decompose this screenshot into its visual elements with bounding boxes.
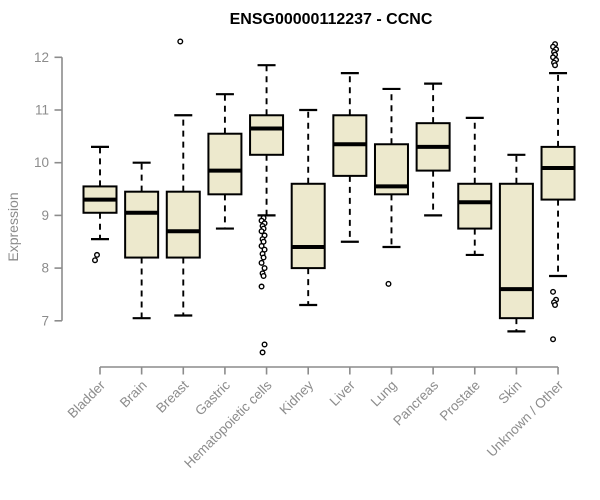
outlier-point xyxy=(550,288,557,295)
outlier-point xyxy=(91,257,98,264)
outlier-point xyxy=(260,273,267,280)
outlier-point xyxy=(552,62,559,69)
x-tick-label: Bladder xyxy=(65,377,109,421)
y-axis-label: Expression xyxy=(5,192,21,261)
x-tick-label: Breast xyxy=(153,377,191,415)
x-tick-label: Pancreas xyxy=(390,377,441,428)
outlier-point xyxy=(259,349,266,356)
y-tick-label: 12 xyxy=(34,50,49,65)
y-tick-label: 10 xyxy=(34,155,49,170)
y-tick-label: 7 xyxy=(41,313,49,328)
iqr-box xyxy=(290,182,326,270)
x-tick-label: Skin xyxy=(495,378,524,407)
x-tick-label: Kidney xyxy=(277,377,317,417)
iqr-box xyxy=(165,190,201,259)
y-tick-label: 9 xyxy=(41,208,49,223)
outlier-point xyxy=(258,242,265,249)
x-tick-label: Brain xyxy=(117,378,150,411)
x-tick-label: Prostate xyxy=(437,378,483,424)
outlier-point xyxy=(258,228,265,235)
iqr-box xyxy=(540,145,576,201)
iqr-box xyxy=(249,114,285,156)
iqr-box xyxy=(498,182,534,320)
outlier-point xyxy=(177,38,184,45)
chart-title: ENSG00000112237 - CCNC xyxy=(230,11,433,28)
outlier-point xyxy=(258,259,265,266)
outlier-point xyxy=(385,280,392,287)
y-tick-label: 11 xyxy=(35,103,49,118)
iqr-box xyxy=(124,190,160,259)
y-tick-label: 8 xyxy=(41,261,49,276)
outlier-point xyxy=(552,301,559,308)
x-tick-label: Gastric xyxy=(192,377,233,418)
outlier-point xyxy=(550,336,557,343)
x-tick-label: Lung xyxy=(368,378,400,410)
x-tick-label: Unknown / Other xyxy=(484,377,567,460)
outlier-point xyxy=(93,251,100,258)
outlier-point xyxy=(260,254,267,261)
iqr-box xyxy=(457,182,493,230)
iqr-box xyxy=(207,132,243,196)
x-tick-label: Liver xyxy=(327,377,359,409)
outlier-point xyxy=(261,265,268,272)
outlier-point xyxy=(261,341,268,348)
outlier-point xyxy=(258,283,265,290)
